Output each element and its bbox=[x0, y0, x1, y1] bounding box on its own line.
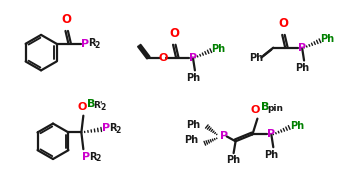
Text: 2: 2 bbox=[94, 41, 99, 50]
Text: R: R bbox=[109, 123, 116, 133]
Text: pin: pin bbox=[267, 104, 283, 113]
Text: Ph: Ph bbox=[211, 44, 225, 54]
Text: P: P bbox=[189, 53, 197, 63]
Text: Ph: Ph bbox=[290, 121, 304, 131]
Text: Ph: Ph bbox=[186, 120, 200, 129]
Text: P: P bbox=[267, 129, 276, 139]
Text: O: O bbox=[251, 105, 260, 115]
Text: O: O bbox=[158, 53, 168, 63]
Text: Ph: Ph bbox=[184, 135, 198, 145]
Text: Ph: Ph bbox=[320, 34, 334, 44]
Text: Ph: Ph bbox=[249, 53, 264, 63]
Text: O: O bbox=[169, 27, 179, 40]
Text: Ph: Ph bbox=[295, 64, 309, 74]
Text: R: R bbox=[89, 152, 97, 162]
Text: P: P bbox=[102, 123, 110, 133]
Text: P: P bbox=[298, 43, 306, 53]
Text: 2: 2 bbox=[95, 154, 100, 163]
Text: O: O bbox=[62, 13, 71, 26]
Text: P: P bbox=[82, 152, 91, 162]
Text: 2: 2 bbox=[100, 103, 106, 112]
Text: P: P bbox=[82, 39, 90, 49]
Text: R': R' bbox=[93, 101, 103, 110]
Text: Ph: Ph bbox=[264, 150, 278, 160]
Text: R: R bbox=[88, 38, 96, 48]
Text: O: O bbox=[278, 17, 288, 30]
Text: O: O bbox=[78, 102, 87, 112]
Text: Ph: Ph bbox=[226, 155, 241, 165]
Text: P: P bbox=[220, 131, 228, 141]
Text: B: B bbox=[87, 99, 96, 109]
Text: Ph: Ph bbox=[186, 73, 200, 83]
Text: B: B bbox=[261, 102, 270, 112]
Text: 2: 2 bbox=[115, 126, 120, 135]
